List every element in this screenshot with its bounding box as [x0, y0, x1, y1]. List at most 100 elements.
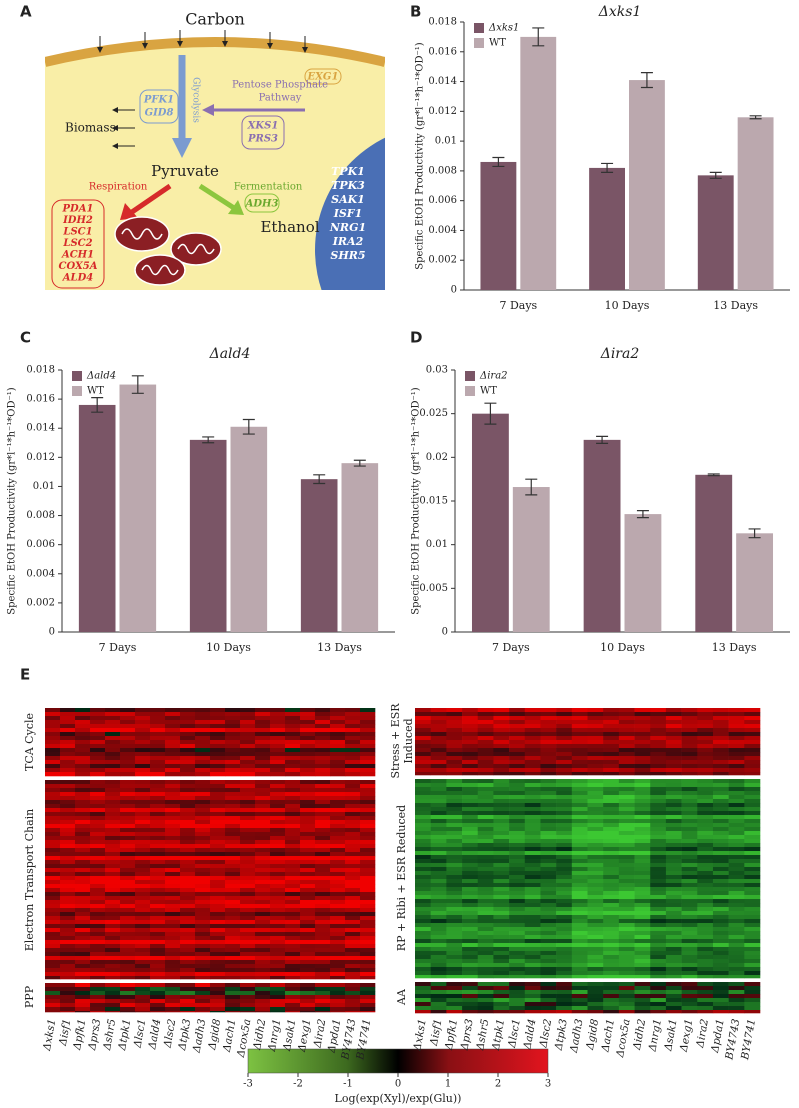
- heatmap-texture: [360, 840, 376, 845]
- column-label: Δira2: [694, 1018, 711, 1050]
- heatmap-texture: [509, 895, 526, 900]
- heatmap-texture: [697, 783, 714, 788]
- heatmap-texture: [415, 923, 431, 928]
- heatmap-texture: [75, 896, 91, 901]
- heatmap-texture: [285, 800, 301, 805]
- heatmap-texture: [618, 783, 635, 788]
- heatmap-texture: [430, 907, 447, 912]
- heatmap-texture: [556, 891, 573, 896]
- heatmap-texture: [330, 936, 346, 941]
- heatmap-texture: [315, 772, 331, 777]
- heatmap-texture: [744, 875, 761, 880]
- heatmap-texture: [180, 940, 196, 945]
- heatmap-texture: [446, 927, 463, 932]
- heatmap-texture: [105, 812, 121, 817]
- heatmap-texture: [728, 1006, 745, 1011]
- heatmap-texture: [665, 986, 682, 991]
- heatmap-texture: [587, 787, 604, 792]
- heatmap-texture: [571, 783, 588, 788]
- heatmap-texture: [681, 795, 698, 800]
- heatmap-texture: [446, 720, 463, 725]
- heatmap-texture: [165, 796, 181, 801]
- heatmap-texture: [556, 768, 573, 773]
- error-bar: [492, 156, 505, 168]
- heatmap-texture: [681, 732, 698, 737]
- heatmap-texture: [571, 863, 588, 868]
- heatmap-texture: [634, 736, 651, 741]
- heatmap-texture: [360, 760, 376, 765]
- heatmap-texture: [430, 923, 447, 928]
- heatmap-texture: [285, 824, 301, 829]
- heatmap-texture: [225, 824, 241, 829]
- heatmap-texture: [90, 796, 106, 801]
- heatmap-texture: [270, 780, 286, 785]
- heatmap-texture: [415, 959, 431, 964]
- heatmap-texture: [634, 851, 651, 856]
- heatmap-texture: [430, 959, 447, 964]
- heatmap-texture: [493, 915, 510, 920]
- heatmap-texture: [430, 883, 447, 888]
- heatmap-texture: [493, 815, 510, 820]
- heatmap-texture: [556, 855, 573, 860]
- heatmap-texture: [300, 848, 316, 853]
- heatmap-texture: [571, 927, 588, 932]
- heatmap-texture: [270, 944, 286, 949]
- heatmap-texture: [665, 971, 682, 976]
- heatmap-texture: [462, 967, 479, 972]
- heatmap-texture: [415, 720, 431, 725]
- heatmap-texture: [300, 892, 316, 897]
- heatmap-texture: [462, 939, 479, 944]
- heatmap-texture: [180, 848, 196, 853]
- heatmap-texture: [634, 883, 651, 888]
- heatmap-texture: [225, 744, 241, 749]
- heatmap-texture: [330, 968, 346, 973]
- heatmap-texture: [75, 1007, 91, 1012]
- heatmap-texture: [524, 716, 541, 721]
- heatmap-texture: [225, 976, 241, 980]
- colorbar-tick-label: 2: [495, 1079, 501, 1090]
- heatmap-texture: [681, 756, 698, 761]
- column-label: Δprs3: [458, 1018, 475, 1052]
- heatmap-texture: [300, 904, 316, 909]
- heatmap-texture: [603, 783, 620, 788]
- heatmap-texture: [210, 948, 226, 953]
- heatmap-texture: [524, 811, 541, 816]
- heatmap-texture: [509, 811, 526, 816]
- heatmap-texture: [90, 1011, 106, 1013]
- heatmap-texture: [300, 764, 316, 769]
- heatmap-texture: [556, 994, 573, 999]
- heatmap-texture: [524, 887, 541, 892]
- heatmap-texture: [681, 947, 698, 952]
- heatmap-texture: [270, 760, 286, 765]
- heatmap-texture: [509, 779, 526, 784]
- heatmap-texture: [744, 871, 761, 876]
- heatmap-texture: [712, 986, 729, 991]
- heatmap-texture: [285, 872, 301, 877]
- heatmap-texture: [540, 740, 557, 745]
- heatmap-texture: [180, 1007, 196, 1012]
- heatmap-texture: [315, 760, 331, 765]
- heatmap-texture: [728, 990, 745, 995]
- heatmap-texture: [618, 748, 635, 753]
- heatmap-texture: [650, 975, 667, 979]
- heatmap-texture: [360, 864, 376, 869]
- heatmap-texture: [210, 852, 226, 857]
- y-tick-label: 0.008: [428, 165, 457, 176]
- heatmap-texture: [300, 760, 316, 765]
- gene-box: [139, 89, 179, 124]
- heatmap-texture: [90, 728, 106, 733]
- heatmap-texture: [509, 736, 526, 741]
- heatmap-texture: [712, 756, 729, 761]
- heatmap-texture: [60, 712, 76, 717]
- heatmap-texture: [270, 976, 286, 980]
- heatmap-texture: [45, 987, 61, 992]
- heatmap-texture: [477, 919, 494, 924]
- heatmap-texture: [603, 815, 620, 820]
- y-tick-label: 0.012: [26, 452, 55, 463]
- heatmap-texture: [697, 748, 714, 753]
- heatmap-texture: [300, 768, 316, 773]
- heatmap-texture: [270, 840, 286, 845]
- heatmap-texture: [728, 756, 745, 761]
- heatmap-texture: [665, 919, 682, 924]
- heatmap-texture: [634, 779, 651, 784]
